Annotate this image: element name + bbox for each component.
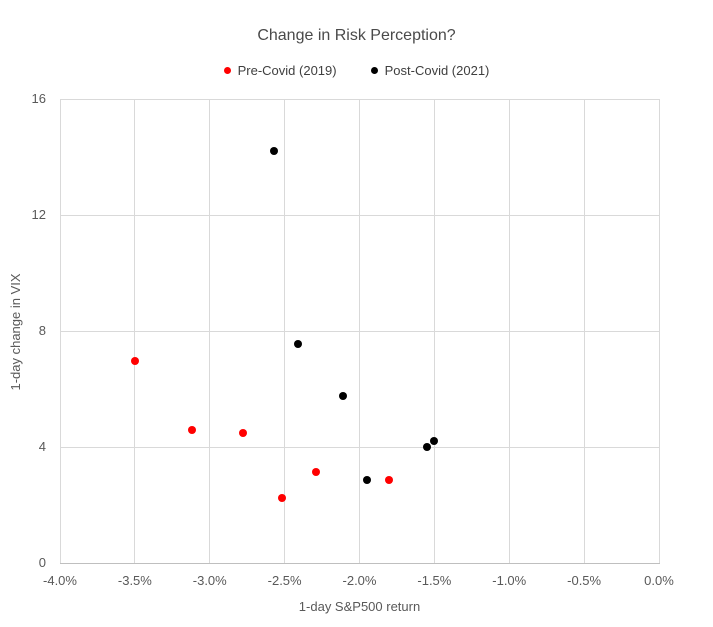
scatter-point-post-covid — [362, 476, 371, 485]
y-tick-label: 16 — [31, 91, 46, 106]
legend-marker-icon — [223, 66, 231, 74]
x-tick-label: -0.5% — [567, 573, 602, 588]
y-tick-label: 4 — [38, 439, 46, 454]
legend-label: Pre-Covid (2019) — [237, 62, 337, 78]
scatter-point-post-covid — [270, 147, 279, 156]
chart-legend: Pre-Covid (2019) Post-Covid (2021) — [0, 62, 713, 78]
x-tick-label: -4.0% — [43, 573, 77, 588]
scatter-point-pre-covid — [385, 476, 394, 485]
scatter-point-pre-covid — [312, 467, 321, 476]
x-tick-label: -1.5% — [417, 573, 452, 588]
y-tick-label: 8 — [38, 323, 46, 338]
gridline-horizontal — [60, 330, 659, 332]
scatter-point-post-covid — [422, 443, 431, 451]
scatter-point-pre-covid — [277, 493, 286, 502]
plot-area — [59, 98, 660, 564]
gridline-horizontal — [60, 98, 659, 100]
x-tick-label: 0.0% — [644, 573, 674, 588]
legend-item-post-covid: Post-Covid (2021) — [370, 62, 490, 78]
chart-title: Change in Risk Perception? — [257, 27, 456, 44]
y-tick-label: 12 — [31, 207, 46, 222]
scatter-point-pre-covid — [130, 357, 139, 366]
legend-label: Post-Covid (2021) — [384, 62, 490, 78]
x-tick-label: -2.5% — [267, 573, 302, 588]
x-axis-line — [60, 562, 660, 564]
gridline-vertical — [658, 99, 660, 563]
legend-item-pre-covid: Pre-Covid (2019) — [223, 62, 337, 78]
scatter-point-pre-covid — [238, 428, 247, 437]
y-tick-label: 0 — [38, 555, 46, 570]
x-tick-label: -3.0% — [192, 573, 227, 588]
x-tick-label: -3.5% — [117, 573, 152, 588]
scatter-point-post-covid — [294, 340, 303, 349]
legend-marker-icon — [370, 66, 378, 74]
scatter-point-pre-covid — [187, 425, 196, 434]
x-tick-label: -2.0% — [342, 573, 377, 588]
scatter-point-post-covid — [430, 437, 439, 446]
gridline-horizontal — [60, 446, 659, 448]
scatter-point-post-covid — [339, 392, 348, 401]
x-tick-label: -1.0% — [492, 573, 527, 588]
x-axis-title: 1-day S&P500 return — [298, 599, 421, 614]
gridline-horizontal — [60, 214, 659, 216]
